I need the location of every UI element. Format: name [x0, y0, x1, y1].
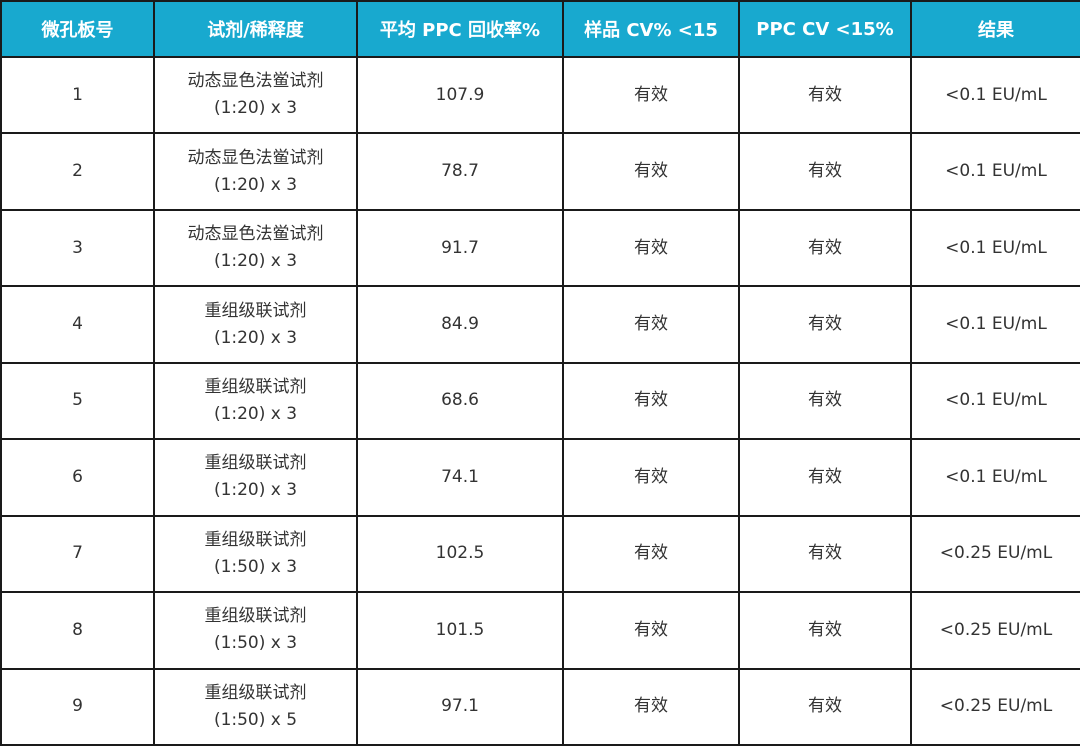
table-body: 1 动态显色法鲎试剂 (1:20) x 3 107.9 有效 有效 <0.1 EU/mL 2 动… — [0, 55, 1080, 746]
reagent-name: 重组级联试剂 — [204, 300, 307, 321]
cell-plate-number: 9 — [0, 667, 155, 746]
reagent-dilution: (1:20) x 3 — [213, 174, 298, 195]
reagent-dilution: (1:50) x 3 — [213, 556, 298, 577]
reagent-name: 重组级联试剂 — [204, 529, 307, 550]
cell-ppc-recovery: 97.1 — [356, 667, 564, 746]
cell-ppc-cv: 有效 — [738, 208, 912, 288]
cell-plate-number: 8 — [0, 591, 155, 670]
table-row: 5 重组级联试剂 (1:20) x 3 68.6 有效 有效 <0.1 EU/mL — [0, 361, 1080, 441]
header-ppc-cv: PPC CV <15% — [738, 0, 912, 58]
cell-result: <0.1 EU/mL — [910, 438, 1080, 517]
cell-plate-number: 1 — [0, 55, 155, 135]
reagent-name: 动态显色法鲎试剂 — [187, 224, 324, 245]
reagent-name: 重组级联试剂 — [204, 606, 307, 627]
cell-ppc-cv: 有效 — [738, 361, 912, 441]
cell-reagent-dilution: 重组级联试剂 (1:50) x 3 — [153, 591, 358, 670]
reagent-name: 重组级联试剂 — [204, 376, 307, 397]
cell-sample-cv: 有效 — [562, 514, 740, 594]
cell-ppc-cv: 有效 — [738, 132, 912, 211]
header-row: 微孔板号 试剂/稀释度 平均 PPC 回收率% 样品 CV% <15 PPC C… — [0, 0, 1080, 58]
reagent-dilution: (1:20) x 3 — [213, 403, 298, 424]
header-sample-cv: 样品 CV% <15 — [562, 0, 740, 58]
table-row: 9 重组级联试剂 (1:50) x 5 97.1 有效 有效 <0.25 EU/mL — [0, 667, 1080, 746]
cell-reagent-dilution: 动态显色法鲎试剂 (1:20) x 3 — [153, 132, 358, 211]
cell-result: <0.1 EU/mL — [910, 55, 1080, 135]
cell-reagent-dilution: 重组级联试剂 (1:20) x 3 — [153, 285, 358, 364]
table-header: 微孔板号 试剂/稀释度 平均 PPC 回收率% 样品 CV% <15 PPC C… — [0, 0, 1080, 58]
table-row: 8 重组级联试剂 (1:50) x 3 101.5 有效 有效 <0.25 EU/mL — [0, 591, 1080, 670]
table-row: 7 重组级联试剂 (1:50) x 3 102.5 有效 有效 <0.25 EU/mL — [0, 514, 1080, 594]
reagent-name: 动态显色法鲎试剂 — [187, 71, 324, 92]
reagent-dilution: (1:20) x 3 — [213, 98, 298, 119]
cell-result: <0.25 EU/mL — [910, 591, 1080, 670]
reagent-dilution: (1:20) x 3 — [213, 251, 298, 272]
cell-ppc-cv: 有效 — [738, 591, 912, 670]
cell-ppc-recovery: 78.7 — [356, 132, 564, 211]
cell-ppc-recovery: 107.9 — [356, 55, 564, 135]
cell-plate-number: 7 — [0, 514, 155, 594]
header-ppc-recovery: 平均 PPC 回收率% — [356, 0, 564, 58]
reagent-dilution: (1:20) x 3 — [213, 327, 298, 348]
cell-sample-cv: 有效 — [562, 285, 740, 364]
cell-ppc-cv: 有效 — [738, 55, 912, 135]
cell-plate-number: 2 — [0, 132, 155, 211]
cell-sample-cv: 有效 — [562, 438, 740, 517]
cell-ppc-cv: 有效 — [738, 438, 912, 517]
reagent-name: 动态显色法鲎试剂 — [187, 147, 324, 168]
cell-sample-cv: 有效 — [562, 361, 740, 441]
cell-ppc-recovery: 74.1 — [356, 438, 564, 517]
cell-sample-cv: 有效 — [562, 208, 740, 288]
reagent-name: 重组级联试剂 — [204, 682, 307, 703]
table-row: 1 动态显色法鲎试剂 (1:20) x 3 107.9 有效 有效 <0.1 EU/mL — [0, 55, 1080, 135]
cell-plate-number: 5 — [0, 361, 155, 441]
header-result: 结果 — [910, 0, 1080, 58]
table-row: 6 重组级联试剂 (1:20) x 3 74.1 有效 有效 <0.1 EU/mL — [0, 438, 1080, 517]
table-row: 3 动态显色法鲎试剂 (1:20) x 3 91.7 有效 有效 <0.1 EU/mL — [0, 208, 1080, 288]
cell-sample-cv: 有效 — [562, 591, 740, 670]
cell-reagent-dilution: 重组级联试剂 (1:50) x 3 — [153, 514, 358, 594]
cell-reagent-dilution: 重组级联试剂 (1:50) x 5 — [153, 667, 358, 746]
cell-sample-cv: 有效 — [562, 55, 740, 135]
cell-plate-number: 3 — [0, 208, 155, 288]
cell-result: <0.25 EU/mL — [910, 514, 1080, 594]
cell-plate-number: 4 — [0, 285, 155, 364]
table-row: 2 动态显色法鲎试剂 (1:20) x 3 78.7 有效 有效 <0.1 EU/mL — [0, 132, 1080, 211]
cell-ppc-cv: 有效 — [738, 667, 912, 746]
cell-ppc-cv: 有效 — [738, 285, 912, 364]
cell-result: <0.1 EU/mL — [910, 285, 1080, 364]
cell-reagent-dilution: 重组级联试剂 (1:20) x 3 — [153, 438, 358, 517]
header-reagent-dilution: 试剂/稀释度 — [153, 0, 358, 58]
cell-ppc-recovery: 68.6 — [356, 361, 564, 441]
reagent-dilution: (1:20) x 3 — [213, 480, 298, 501]
cell-ppc-recovery: 91.7 — [356, 208, 564, 288]
cell-result: <0.1 EU/mL — [910, 132, 1080, 211]
cell-sample-cv: 有效 — [562, 132, 740, 211]
cell-ppc-recovery: 101.5 — [356, 591, 564, 670]
cell-ppc-cv: 有效 — [738, 514, 912, 594]
cell-ppc-recovery: 84.9 — [356, 285, 564, 364]
header-plate-number: 微孔板号 — [0, 0, 155, 58]
reagent-dilution: (1:50) x 5 — [213, 709, 298, 730]
cell-sample-cv: 有效 — [562, 667, 740, 746]
cell-ppc-recovery: 102.5 — [356, 514, 564, 594]
cell-result: <0.1 EU/mL — [910, 361, 1080, 441]
reagent-name: 重组级联试剂 — [204, 453, 307, 474]
cell-plate-number: 6 — [0, 438, 155, 517]
cell-reagent-dilution: 重组级联试剂 (1:20) x 3 — [153, 361, 358, 441]
cell-result: <0.1 EU/mL — [910, 208, 1080, 288]
cell-reagent-dilution: 动态显色法鲎试剂 (1:20) x 3 — [153, 208, 358, 288]
cell-result: <0.25 EU/mL — [910, 667, 1080, 746]
reagent-dilution: (1:50) x 3 — [213, 633, 298, 654]
table-row: 4 重组级联试剂 (1:20) x 3 84.9 有效 有效 <0.1 EU/mL — [0, 285, 1080, 364]
cell-reagent-dilution: 动态显色法鲎试剂 (1:20) x 3 — [153, 55, 358, 135]
